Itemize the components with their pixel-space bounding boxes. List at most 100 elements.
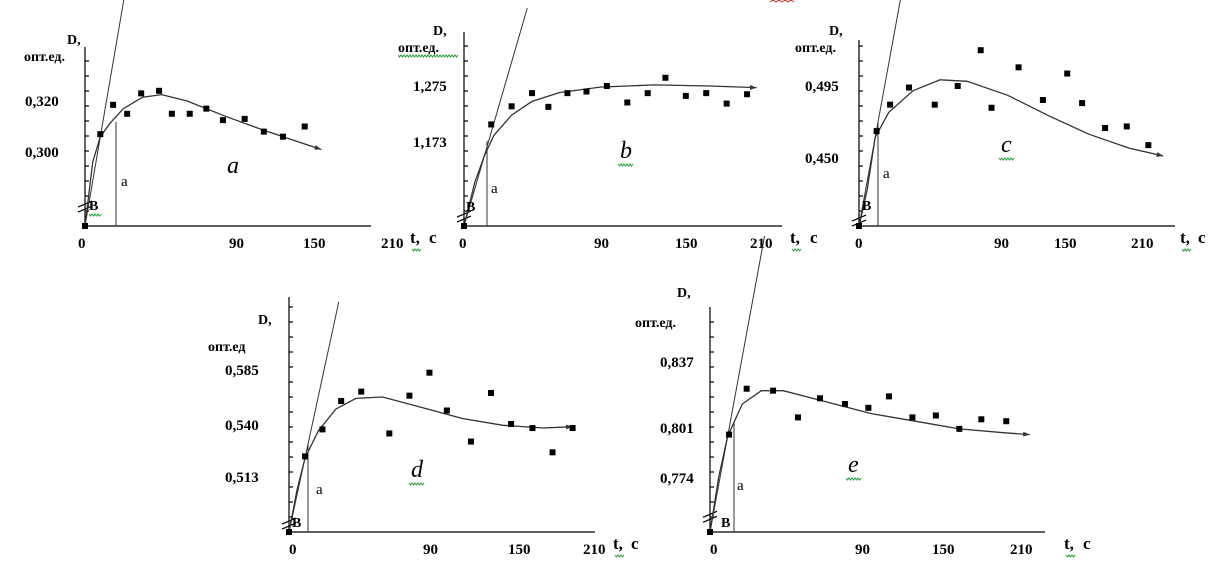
chart-panel-c: [851, 0, 1175, 229]
origin-point: [82, 223, 88, 229]
x-tick-label: 90: [423, 542, 438, 558]
y-axis-label: D,: [258, 313, 272, 328]
spellcheck-underline: [1065, 554, 1076, 558]
x-tick-label: 90: [229, 236, 244, 252]
y-tick-label: 0,450: [805, 151, 839, 167]
x-axis-label: t,: [1180, 228, 1190, 247]
spellcheck-underline: [617, 163, 634, 167]
curve-arrow: [314, 145, 322, 150]
x-axis-unit: c: [810, 228, 818, 247]
fitted-curve: [463, 84, 757, 227]
data-point: [406, 392, 413, 399]
x-tick-label: 90: [994, 236, 1009, 252]
spellcheck-underline: [845, 477, 862, 481]
y-axis-unit: опт.ед.: [635, 316, 676, 331]
y-tick-label: 0,300: [25, 145, 59, 161]
data-point: [124, 110, 131, 117]
spellcheck-underline: [791, 248, 802, 252]
data-point: [386, 430, 393, 437]
y-axis-unit: опт.ед.: [795, 41, 836, 56]
data-point: [977, 47, 984, 54]
data-point: [443, 407, 450, 414]
data-point: [906, 84, 913, 91]
tangent-line: [463, 8, 528, 227]
x-tick-label: 0: [289, 542, 297, 558]
x-tick-label: 210: [750, 236, 773, 252]
x-tick-label: 210: [381, 236, 404, 252]
data-point: [885, 393, 892, 400]
data-point: [624, 99, 631, 106]
panel-label: d: [411, 457, 424, 483]
x-tick-label: 150: [675, 236, 698, 252]
data-point: [219, 117, 226, 124]
fitted-curve: [84, 93, 322, 227]
x-tick-label: 0: [710, 542, 718, 558]
data-point: [644, 90, 651, 97]
data-point: [156, 87, 163, 94]
data-point: [723, 100, 730, 107]
data-point: [203, 105, 210, 112]
data-point: [529, 425, 536, 432]
data-point: [865, 404, 872, 411]
tangent-line: [709, 235, 766, 533]
x-tick-label: 0: [855, 236, 863, 252]
origin-point: [856, 223, 862, 229]
spellcheck-underline: [411, 248, 422, 252]
x-axis-label: t,: [790, 228, 800, 247]
curve-arrow: [565, 424, 573, 430]
data-point: [1039, 97, 1046, 103]
chart-panel-d: [281, 297, 595, 535]
data-point: [841, 401, 848, 408]
x-tick-label: 150: [1054, 236, 1077, 252]
curve-arrow: [749, 85, 757, 90]
data-point: [241, 115, 248, 122]
data-point: [988, 104, 995, 111]
x-tick-label: 150: [303, 236, 326, 252]
spellcheck-underline: [614, 554, 625, 558]
origin-point: [707, 529, 713, 535]
data-point: [302, 453, 309, 460]
x-axis-unit: c: [631, 534, 639, 553]
data-point: [549, 449, 556, 456]
axis-break-icon: [281, 517, 297, 530]
x-axis-unit: c: [1198, 228, 1206, 247]
data-point: [110, 101, 117, 108]
a-marker-label: a: [883, 166, 890, 182]
a-marker-label: a: [737, 478, 744, 494]
curve-arrow: [1023, 431, 1030, 437]
data-point: [1123, 123, 1130, 130]
spellcheck-underline: [408, 482, 425, 486]
tangent-line: [288, 301, 340, 533]
y-axis-unit: опт.ед.: [24, 50, 65, 65]
y-axis-label: D,: [433, 24, 447, 39]
y-tick-label: 0,540: [225, 418, 259, 434]
y-tick-label: 0,585: [225, 363, 259, 379]
x-tick-label: 210: [583, 542, 606, 558]
data-point: [467, 438, 474, 445]
curve-arrow: [1156, 152, 1164, 157]
data-point: [426, 369, 433, 376]
x-tick-label: 90: [594, 236, 609, 252]
y-axis-label: D,: [829, 24, 843, 39]
b-marker-label: B: [292, 516, 301, 531]
panel-label: e: [848, 452, 859, 478]
data-point: [662, 74, 669, 81]
x-tick-label: 150: [932, 542, 955, 558]
spellcheck-underline: [998, 157, 1015, 161]
data-point: [508, 103, 515, 110]
chart-panel-e: [702, 235, 1045, 535]
data-point: [770, 387, 777, 394]
spellcheck-underline: [397, 54, 459, 58]
data-point: [260, 128, 267, 135]
y-tick-label: 0,837: [660, 355, 694, 371]
data-point: [569, 425, 576, 432]
y-axis-unit: опт.ед: [208, 340, 246, 355]
y-tick-label: 0,495: [805, 79, 839, 95]
data-point: [1145, 142, 1152, 149]
data-point: [319, 426, 326, 433]
data-point: [97, 131, 104, 138]
y-axis-label: D,: [677, 286, 691, 301]
data-point: [682, 92, 689, 99]
data-point: [1015, 64, 1022, 71]
